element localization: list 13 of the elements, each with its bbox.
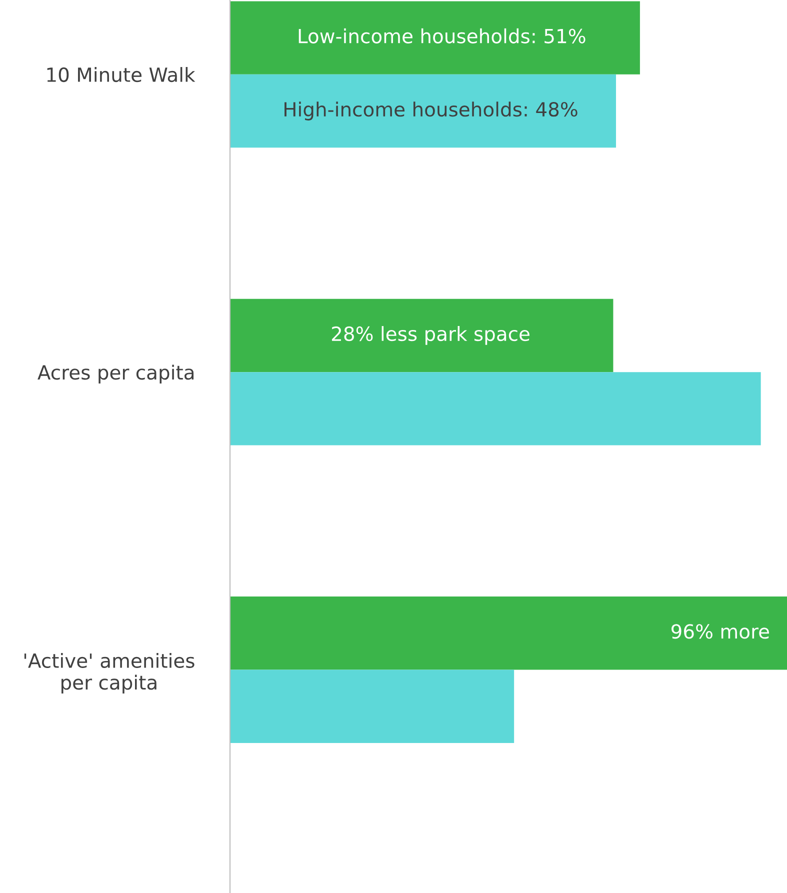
bar	[230, 1, 640, 74]
annotation: High-income households: 48%	[284, 102, 578, 120]
annotation: 28% less park space	[332, 326, 530, 345]
bar	[230, 298, 614, 372]
y-tick-label: 'Active' amenities per capita	[24, 652, 194, 694]
bar	[230, 74, 616, 148]
bar	[230, 596, 787, 670]
y-tick-label: 10 Minute Walk	[47, 67, 196, 82]
bar	[230, 372, 761, 446]
annotation: Low-income households: 51%	[298, 28, 586, 44]
bar	[230, 670, 514, 743]
y-tick-label: Acres per capita	[38, 364, 194, 384]
annotation: 96% more	[672, 624, 770, 639]
